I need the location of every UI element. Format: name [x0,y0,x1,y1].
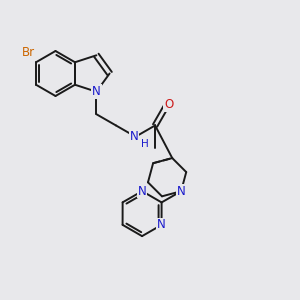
Text: O: O [164,98,173,111]
Text: N: N [92,85,101,98]
Text: N: N [157,218,166,231]
Text: H: H [141,139,149,149]
Text: N: N [138,184,146,198]
Text: N: N [130,130,138,142]
Text: N: N [177,185,185,198]
Text: Br: Br [21,46,34,59]
